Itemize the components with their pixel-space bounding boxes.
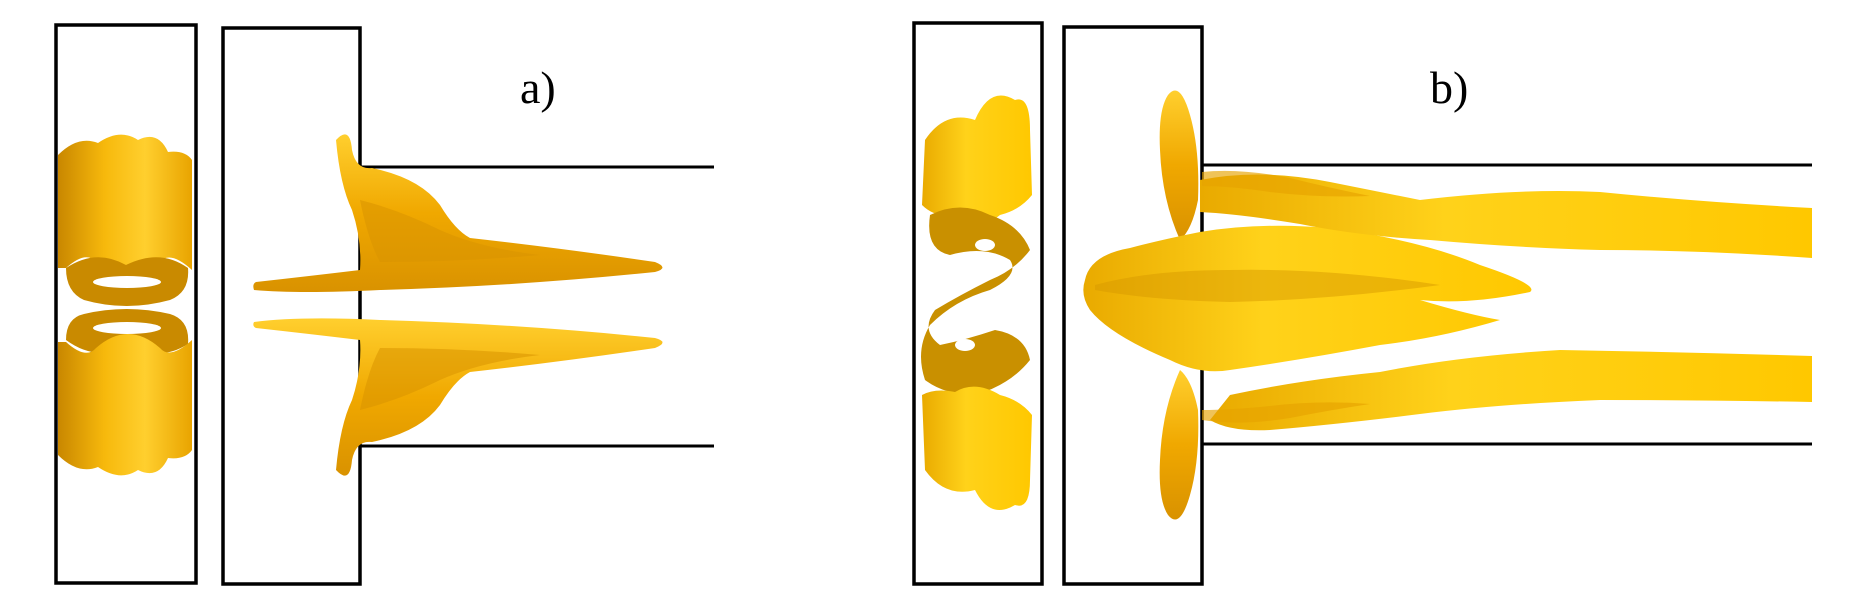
panel-a-upper-jet-shade	[360, 200, 540, 262]
panel-b-upper-fin	[1159, 90, 1199, 240]
panel-b-end-core-void-2	[955, 339, 975, 351]
panel-b-central-jet-shade	[1095, 269, 1440, 302]
panel-a-end-lower-ring-hole	[93, 322, 161, 334]
panel-b-upper-wake	[1202, 170, 1370, 197]
panel-a-lower-jet-shade	[360, 348, 540, 410]
panel-a-side-view-frame	[221, 26, 362, 586]
panel-a-end-view	[54, 23, 198, 585]
panel-a-end-upper-ring-hole	[93, 276, 161, 288]
panel-b-label: b)	[1430, 62, 1468, 113]
panel-a-lower-jet	[253, 318, 663, 476]
panel-a-end-upper-lobe	[58, 134, 192, 276]
panel-b-end-core-void-1	[975, 239, 995, 251]
panel-b-end-view	[912, 21, 1044, 586]
panel-b-end-view-frame	[912, 21, 1044, 586]
panel-a-end-view-frame	[54, 23, 198, 585]
panel-b-lower-fin	[1159, 370, 1199, 520]
panel-a: a)	[54, 23, 714, 586]
panel-b-end-twisted-core	[921, 207, 1030, 395]
panel-b-lower-wake	[1202, 402, 1370, 423]
panel-b-end-upper-lobe	[922, 95, 1032, 225]
panel-b-lower-stream	[1210, 350, 1812, 431]
panel-b: b)	[912, 21, 1812, 586]
panel-a-upper-jet	[253, 134, 663, 292]
panel-a-label: a)	[520, 62, 556, 113]
panel-a-end-lower-lobe	[58, 334, 192, 476]
panel-b-end-lower-lobe	[922, 386, 1032, 510]
